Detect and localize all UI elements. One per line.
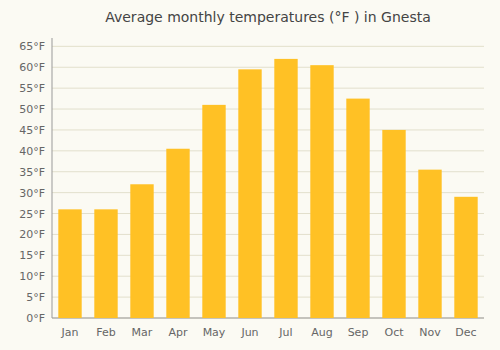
x-tick-label: Mar [132, 326, 153, 339]
bar [166, 149, 189, 318]
grid-line [52, 46, 484, 47]
y-tick-label: 45°F [19, 124, 45, 137]
y-tick-label: 25°F [19, 208, 45, 221]
bar [418, 170, 441, 318]
y-tick-label: 65°F [19, 40, 45, 53]
y-tick-label: 20°F [19, 228, 45, 241]
bar [310, 65, 333, 318]
y-tick-label: 55°F [19, 82, 45, 95]
title: Average monthly temperatures (°F ) in Gn… [105, 9, 431, 25]
y-tick-label: 0°F [26, 312, 45, 325]
y-axis-line [52, 38, 53, 318]
grid-line [52, 150, 484, 151]
grid-line [52, 109, 484, 110]
y-tick-label: 30°F [19, 187, 45, 200]
x-tick-label: Aug [311, 326, 332, 339]
x-tick-label: Jul [278, 326, 292, 339]
y-tick-label: 5°F [26, 291, 45, 304]
bar [94, 209, 117, 318]
x-tick-label: Sep [348, 326, 369, 339]
bar [238, 69, 261, 318]
x-tick-label: Dec [455, 326, 476, 339]
x-tick-label: May [203, 326, 226, 339]
x-tick-label: Jan [61, 326, 79, 339]
x-tick-label: Jun [240, 326, 258, 339]
bar [202, 105, 225, 318]
y-tick-label: 50°F [19, 103, 45, 116]
grid-line [52, 67, 484, 68]
y-tick-label: 60°F [19, 61, 45, 74]
y-tick-label: 40°F [19, 145, 45, 158]
y-tick-label: 10°F [19, 270, 45, 283]
chart: Average monthly temperatures (°F ) in Gn… [0, 0, 500, 350]
x-tick-label: Oct [384, 326, 404, 339]
bar [274, 59, 297, 318]
bar [382, 130, 405, 318]
bar [58, 209, 81, 318]
y-tick-label: 35°F [19, 166, 45, 179]
bar [130, 184, 153, 318]
grid [52, 46, 484, 318]
x-tick-label: Nov [419, 326, 441, 339]
x-tick-label: Apr [168, 326, 188, 339]
grid-line [52, 129, 484, 130]
grid-line [52, 88, 484, 89]
bar [454, 197, 477, 318]
x-tick-label: Feb [96, 326, 115, 339]
bars [58, 59, 477, 318]
bar [346, 99, 369, 318]
y-tick-label: 15°F [19, 249, 45, 262]
